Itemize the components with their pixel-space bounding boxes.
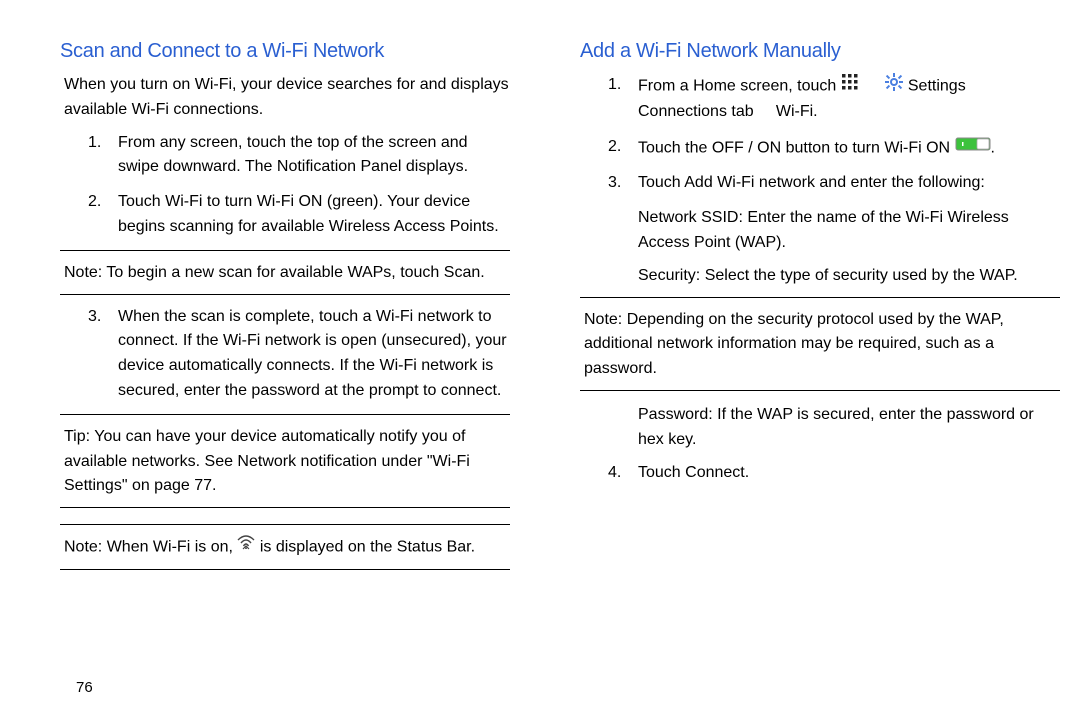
divider	[580, 390, 1060, 391]
step-number: 3.	[88, 305, 101, 330]
step-text-conn: Connections tab	[638, 103, 758, 120]
note-scan: Note: To begin a new scan for available …	[64, 261, 510, 286]
step-3: 3. When the scan is complete, touch a Wi…	[60, 305, 510, 404]
step-text: Touch Wi-Fi to turn Wi-Fi ON (green). Yo…	[118, 193, 499, 235]
manual-page: Scan and Connect to a Wi-Fi Network When…	[0, 0, 1080, 720]
sub-security: Security: Select the type of security us…	[580, 264, 1060, 289]
step-number: 1.	[608, 73, 621, 98]
sub-password: Password: If the WAP is secured, enter t…	[580, 403, 1060, 453]
note-label: Note:	[64, 264, 106, 281]
steps-list-left-cont: 3. When the scan is complete, touch a Wi…	[60, 305, 510, 404]
step-2: 2. Touch the OFF / ON button to turn Wi-…	[580, 135, 1060, 162]
step-text: When the scan is complete, touch a Wi-Fi…	[118, 308, 507, 399]
wifi-icon	[237, 535, 255, 560]
left-column: Scan and Connect to a Wi-Fi Network When…	[0, 40, 540, 700]
step-text-wifi: Wi-Fi.	[776, 103, 818, 120]
tip-text: You can have your device automatically n…	[64, 428, 470, 495]
step-4: 4. Touch Connect.	[580, 461, 1060, 486]
step-number: 1.	[88, 131, 101, 156]
step-3: 3. Touch Add Wi-Fi network and enter the…	[580, 171, 1060, 196]
divider	[580, 297, 1060, 298]
step-1: 1. From any screen, touch the top of the…	[60, 131, 510, 181]
tip-label: Tip:	[64, 428, 94, 445]
step-2: 2. Touch Wi-Fi to turn Wi-Fi ON (green).…	[60, 190, 510, 240]
divider	[60, 294, 510, 295]
intro-text: When you turn on Wi-Fi, your device sear…	[64, 73, 510, 123]
toggle-on-icon	[955, 135, 991, 162]
note-text-pre: When Wi-Fi is on,	[107, 539, 238, 556]
divider	[60, 524, 510, 525]
step-number: 2.	[88, 190, 101, 215]
note-security-protocol: Note: Depending on the security protocol…	[584, 308, 1060, 382]
note-text-post: is displayed on the Status Bar.	[260, 539, 475, 556]
step-1: 1. From a Home screen, touch	[580, 73, 1060, 125]
steps-list-right: 1. From a Home screen, touch	[580, 73, 1060, 196]
section-title-add: Add a Wi-Fi Network Manually	[580, 40, 1060, 63]
section-title-scan: Scan and Connect to a Wi-Fi Network	[60, 40, 510, 63]
note-statusbar: Note: When Wi-Fi is on, is displayed on …	[64, 535, 510, 560]
step-number: 4.	[608, 461, 621, 486]
note-text: Depending on the security protocol used …	[584, 311, 1004, 378]
step-number: 3.	[608, 171, 621, 196]
step-text-pre: Touch the OFF / ON button to turn Wi-Fi …	[638, 139, 955, 156]
sub-ssid: Network SSID: Enter the name of the Wi-F…	[580, 206, 1060, 256]
step-text-settings: Settings	[908, 78, 966, 95]
step-text-pre: From a Home screen, touch	[638, 78, 841, 95]
divider	[60, 250, 510, 251]
page-number: 76	[76, 679, 93, 696]
step-text-post: .	[991, 139, 995, 156]
divider	[60, 414, 510, 415]
note-label: Note:	[584, 311, 627, 328]
tip-notify: Tip: You can have your device automatica…	[64, 425, 510, 499]
divider	[60, 507, 510, 508]
step-text: Touch Add Wi-Fi network and enter the fo…	[638, 174, 985, 191]
right-column: Add a Wi-Fi Network Manually 1. From a H…	[540, 40, 1080, 700]
note-label: Note:	[64, 539, 107, 556]
settings-gear-icon	[885, 73, 903, 100]
steps-list-left: 1. From any screen, touch the top of the…	[60, 131, 510, 240]
divider	[60, 569, 510, 570]
step-number: 2.	[608, 135, 621, 160]
apps-grid-icon	[841, 73, 859, 100]
note-text: To begin a new scan for available WAPs, …	[106, 264, 484, 281]
step-text: From any screen, touch the top of the sc…	[118, 134, 468, 176]
step-text: Touch Connect.	[638, 464, 749, 481]
steps-list-right-cont: 4. Touch Connect.	[580, 461, 1060, 486]
